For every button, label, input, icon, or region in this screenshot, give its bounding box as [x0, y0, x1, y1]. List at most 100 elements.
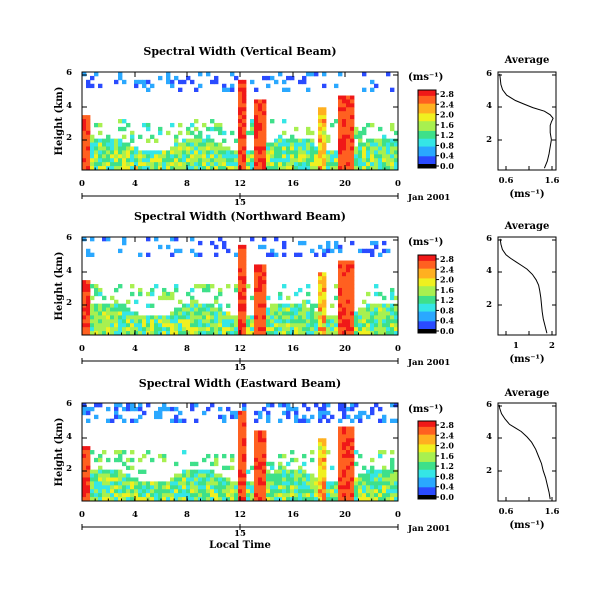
heatmap-cell	[386, 489, 391, 494]
heatmap-cell	[126, 406, 131, 412]
heatmap-cell	[254, 276, 259, 281]
heatmap-cell	[262, 461, 267, 467]
heatmap-cell	[266, 323, 271, 328]
heatmap-cell	[286, 473, 291, 478]
heatmap-cell	[226, 303, 231, 308]
heatmap-cell	[210, 315, 215, 320]
heatmap-cell	[350, 158, 355, 163]
date-label: Jan 2001	[407, 358, 450, 368]
heatmap-cell	[322, 295, 327, 301]
heatmap-cell	[86, 122, 91, 128]
heatmap-cell	[186, 331, 191, 336]
heatmap-cell	[198, 323, 203, 328]
heatmap-cell	[306, 327, 311, 332]
heatmap-cell	[86, 280, 91, 285]
heatmap-cell	[266, 414, 271, 420]
heatmap-cell	[282, 473, 287, 478]
heatmap-cell	[146, 315, 151, 320]
heatmap-cell	[150, 319, 155, 324]
heatmap-cell	[222, 315, 227, 320]
heatmap-cell	[310, 311, 315, 316]
heatmap-cell	[178, 410, 183, 416]
heatmap-cell	[338, 126, 343, 132]
heatmap-cell	[330, 248, 335, 254]
heatmap-cell	[218, 315, 223, 320]
heatmap-cell	[278, 138, 283, 143]
heatmap-cell	[370, 323, 375, 328]
heatmap-cell	[262, 299, 267, 305]
heatmap-cell	[234, 287, 239, 293]
heatmap-cell	[262, 465, 267, 471]
heatmap-cell	[362, 130, 367, 136]
heatmap-cell	[374, 473, 379, 478]
heatmap-cell	[278, 477, 283, 482]
heatmap-cell	[150, 287, 155, 293]
heatmap-cell	[262, 158, 267, 163]
heatmap-cell	[394, 307, 399, 312]
heatmap-cell	[202, 481, 207, 486]
heatmap-cell	[286, 403, 291, 408]
heatmap-cell	[386, 146, 391, 151]
heatmap-cell	[178, 130, 183, 136]
average-y-tick: 2	[486, 300, 492, 310]
heatmap-cell	[362, 72, 367, 77]
heatmap-cell	[94, 146, 99, 151]
heatmap-cell	[158, 410, 163, 416]
heatmap-cell	[190, 493, 195, 498]
average-x-tick: 2	[549, 341, 555, 351]
y-tick-label: 4	[66, 101, 72, 111]
heatmap-cell	[362, 327, 367, 332]
heatmap-cell	[338, 111, 343, 116]
heatmap-cell	[318, 287, 323, 293]
heatmap-cell	[118, 489, 123, 494]
heatmap-cell	[218, 477, 223, 482]
heatmap-cell	[118, 158, 123, 163]
heatmap-cell	[314, 497, 319, 502]
heatmap-cell	[150, 158, 155, 163]
heatmap-cell	[82, 162, 87, 167]
heatmap-cell	[254, 418, 259, 423]
heatmap-cell	[182, 154, 187, 159]
heatmap-cell	[342, 453, 347, 459]
heatmap-cell	[194, 150, 199, 155]
colorbar-swatch	[418, 115, 436, 118]
heatmap-cell	[326, 323, 331, 328]
heatmap-cell	[318, 319, 323, 324]
heatmap-northward	[82, 237, 399, 336]
heatmap-cell	[346, 272, 351, 277]
heatmap-cell	[254, 111, 259, 116]
heatmap-cell	[318, 438, 323, 443]
heatmap-cell	[114, 307, 119, 312]
heatmap-cell	[90, 146, 95, 151]
heatmap-cell	[210, 477, 215, 482]
heatmap-cell	[242, 284, 247, 289]
heatmap-cell	[226, 465, 231, 471]
heatmap-cell	[278, 481, 283, 486]
colorbar-swatch	[418, 299, 436, 303]
heatmap-cell	[390, 315, 395, 320]
chart-title: Spectral Width (Vertical Beam)	[143, 45, 336, 58]
heatmap-cell	[102, 450, 107, 455]
heatmap-cell	[354, 315, 359, 320]
heatmap-cell	[202, 311, 207, 316]
heatmap-cell	[342, 307, 347, 312]
heatmap-cell	[386, 158, 391, 163]
heatmap-cell	[334, 240, 339, 246]
heatmap-cell	[150, 327, 155, 332]
heatmap-cell	[386, 473, 391, 478]
heatmap-cell	[174, 307, 179, 312]
heatmap-cell	[82, 299, 87, 305]
heatmap-cell	[98, 303, 103, 308]
heatmap-cell	[162, 154, 167, 159]
heatmap-cell	[342, 268, 347, 273]
heatmap-cell	[262, 430, 267, 435]
heatmap-cell	[370, 248, 375, 254]
heatmap-cell	[214, 497, 219, 502]
heatmap-cell	[318, 469, 323, 474]
heatmap-cell	[374, 485, 379, 490]
heatmap-cell	[362, 319, 367, 324]
colorbar-swatch	[418, 452, 436, 455]
heatmap-cell	[386, 142, 391, 147]
heatmap-cell	[378, 453, 383, 459]
heatmap-cell	[134, 319, 139, 324]
